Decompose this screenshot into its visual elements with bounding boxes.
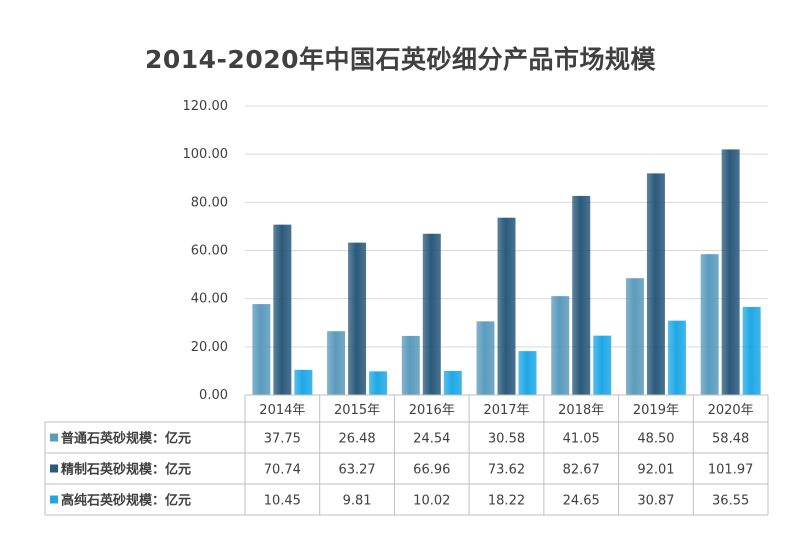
x-tick-label: 2014年: [259, 403, 305, 418]
bar: [369, 371, 388, 395]
data-label: 92.01: [637, 463, 674, 478]
bar: [518, 351, 537, 395]
data-label: 58.48: [712, 432, 749, 447]
y-tick-label: 100.00: [183, 147, 229, 162]
bar: [572, 195, 591, 395]
data-label: 36.55: [712, 494, 749, 509]
data-label: 10.02: [413, 494, 450, 509]
bar: [401, 335, 420, 395]
y-tick-label: 60.00: [191, 244, 228, 259]
legend-key: [50, 495, 58, 504]
data-label: 26.48: [338, 432, 375, 447]
bar: [422, 233, 441, 395]
legend-entry: 普通石英砂规模：亿元: [61, 431, 191, 447]
y-tick-label: 0.00: [199, 388, 228, 403]
data-label: 63.27: [338, 463, 375, 478]
bar: [593, 335, 612, 395]
bar: [443, 370, 462, 395]
y-tick-label: 80.00: [191, 195, 228, 210]
legend-entry: 精制石英砂规模：亿元: [61, 462, 191, 478]
bar: [327, 331, 346, 395]
legend-entry: 高纯石英砂规模：亿元: [61, 493, 191, 509]
x-tick-label: 2019年: [633, 403, 679, 418]
bar: [348, 242, 367, 395]
bar: [273, 224, 292, 395]
bar: [700, 254, 719, 395]
y-tick-label: 120.00: [183, 99, 229, 114]
data-label: 70.74: [264, 463, 301, 478]
data-label: 101.97: [708, 463, 754, 478]
bar: [721, 149, 740, 395]
data-label: 24.65: [563, 494, 600, 509]
data-label: 48.50: [637, 432, 674, 447]
bar: [497, 217, 516, 395]
x-tick-label: 2017年: [483, 403, 529, 418]
data-label: 10.45: [264, 494, 301, 509]
x-tick-label: 2016年: [409, 403, 455, 418]
bar: [625, 278, 644, 395]
chart-title: 2014-2020年中国石英砂细分产品市场规模: [144, 45, 657, 74]
bar: [294, 369, 313, 395]
data-label: 18.22: [488, 494, 525, 509]
x-tick-label: 2020年: [708, 403, 754, 418]
data-label: 37.75: [264, 432, 301, 447]
bar: [252, 304, 271, 395]
data-label: 30.87: [637, 494, 674, 509]
data-label: 9.81: [343, 494, 372, 509]
bar: [551, 296, 570, 395]
bar: [667, 320, 686, 395]
bar: [476, 321, 495, 395]
data-label: 24.54: [413, 432, 450, 447]
bar: [646, 173, 665, 395]
x-tick-label: 2018年: [558, 403, 604, 418]
bar: [742, 306, 761, 395]
data-label: 41.05: [563, 432, 600, 447]
legend-key: [50, 433, 58, 442]
x-tick-label: 2015年: [334, 403, 380, 418]
data-label: 30.58: [488, 432, 525, 447]
y-tick-label: 40.00: [191, 292, 228, 307]
legend-key: [50, 464, 58, 473]
y-tick-label: 20.00: [191, 340, 228, 355]
data-label: 66.96: [413, 463, 450, 478]
data-label: 82.67: [563, 463, 600, 478]
data-label: 73.62: [488, 463, 525, 478]
